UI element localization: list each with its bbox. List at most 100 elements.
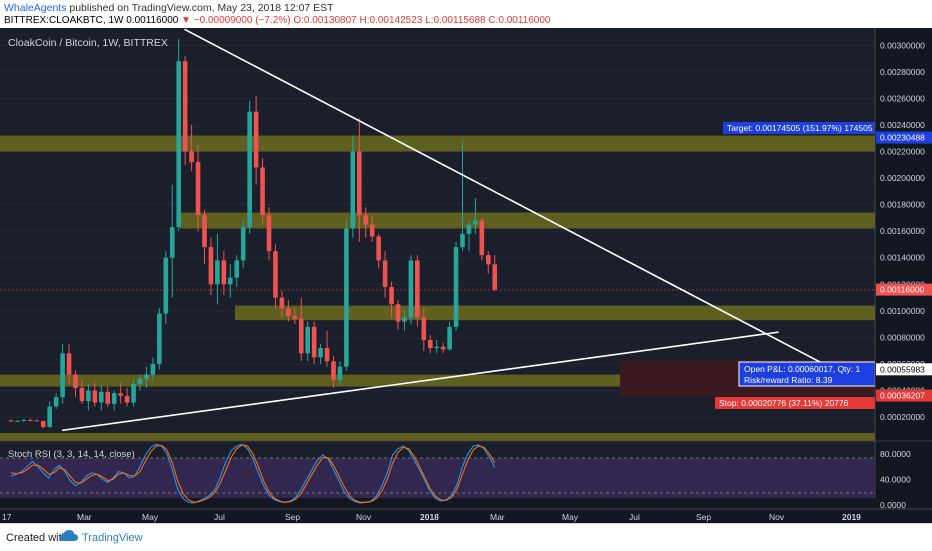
candle-body bbox=[124, 395, 130, 403]
candle-body bbox=[34, 420, 40, 422]
candle-body bbox=[318, 348, 323, 358]
trendline bbox=[184, 28, 825, 365]
candle-body bbox=[357, 151, 362, 216]
candle-body bbox=[453, 247, 459, 327]
zone-band bbox=[0, 374, 875, 387]
candle-body bbox=[331, 361, 336, 380]
candle-body bbox=[415, 260, 420, 318]
last-price: 0.00116000 bbox=[126, 15, 179, 26]
candle-body bbox=[228, 277, 233, 285]
entry-box[interactable]: Open P&L: 0.00060017, Qty: 1 Risk/reward… bbox=[738, 361, 876, 387]
y-tick-label: 0.00200000 bbox=[880, 173, 925, 183]
candle-body bbox=[66, 353, 72, 375]
candle-body bbox=[389, 286, 394, 305]
candle-body bbox=[40, 421, 46, 428]
price-labels: 0.00230488 0.00116000 0.00055983 0.00036207 bbox=[876, 131, 932, 402]
candle-body bbox=[473, 220, 478, 225]
candle-body bbox=[73, 374, 78, 388]
author-link[interactable]: WhaleAgents bbox=[4, 2, 67, 14]
high-value: H:0.00142523 bbox=[359, 15, 423, 26]
x-tick-label: Sep bbox=[696, 512, 711, 522]
candle-body bbox=[137, 378, 143, 384]
low-value: L:0.00115688 bbox=[425, 15, 486, 26]
candle-body bbox=[292, 316, 298, 319]
candle-body bbox=[195, 162, 201, 216]
candle-body bbox=[163, 257, 169, 314]
candle-body bbox=[266, 215, 272, 252]
candle-body bbox=[28, 420, 33, 422]
candle-body bbox=[53, 397, 59, 407]
open-value: O:0.00130807 bbox=[293, 15, 357, 26]
x-tick-label: Sep bbox=[285, 512, 300, 522]
x-tick-label: Mar bbox=[77, 512, 92, 522]
candle-body bbox=[221, 260, 227, 285]
candle-body bbox=[182, 61, 188, 152]
last-price-label-bg bbox=[876, 283, 932, 296]
candle-body bbox=[337, 366, 343, 380]
candle-body bbox=[305, 326, 310, 354]
candle-body bbox=[376, 236, 381, 261]
x-tick-label: Jul bbox=[629, 512, 640, 522]
candle-body bbox=[492, 264, 498, 290]
y-tick-label: 0.00240000 bbox=[880, 120, 925, 130]
candle-body bbox=[402, 317, 407, 322]
change-value: ▼ −0.00009000 (−7.2%) bbox=[181, 15, 291, 26]
candle-body bbox=[324, 348, 330, 362]
candle-body bbox=[118, 393, 123, 396]
symbol-line: BITTREX:CLOAKBTC, 1W bbox=[4, 15, 124, 26]
price-axis[interactable] bbox=[875, 28, 932, 523]
y-tick-label: 0.00180000 bbox=[880, 200, 925, 210]
time-axis[interactable]: 17 Mar May Jul Sep Nov 2018 Mar May Jul Sep Nov 2019 bbox=[0, 508, 932, 522]
candle-body bbox=[8, 420, 14, 422]
candle-body bbox=[99, 391, 104, 403]
zone-band bbox=[180, 212, 875, 229]
ratio-text: Risk/reward Ratio: 8.39 bbox=[744, 375, 833, 385]
candle-body bbox=[486, 255, 491, 265]
trendline bbox=[61, 331, 779, 432]
candles-group bbox=[8, 38, 498, 429]
y-tick-label: 0.00020000 bbox=[880, 412, 925, 422]
y-tick-label: 0.00080000 bbox=[880, 332, 925, 342]
x-tick-label: Mar bbox=[490, 512, 505, 522]
candle-body bbox=[466, 224, 472, 234]
stop-text: Stop: 0.00020776 (37.11%) 20776 bbox=[719, 398, 849, 408]
target-box[interactable]: Target: 0.00174505 (151.97%) 174505 bbox=[723, 122, 875, 134]
chart-area[interactable]: CloakCoin / Bitcoin, 1W, BITTREX Target:… bbox=[0, 28, 932, 523]
close-value: C:0.00116000 bbox=[488, 15, 551, 26]
chart-svg[interactable]: CloakCoin / Bitcoin, 1W, BITTREX Target:… bbox=[0, 28, 932, 523]
trendlines bbox=[61, 28, 825, 432]
candle-body bbox=[92, 390, 98, 403]
y-tick-label: 0.00160000 bbox=[880, 226, 925, 236]
candle-body bbox=[479, 220, 485, 256]
tradingview-link[interactable]: TradingView bbox=[82, 532, 143, 544]
candle-body bbox=[434, 346, 439, 349]
zone-band bbox=[0, 433, 875, 441]
stoch-rsi-panel: Stoch RSI (3, 3, 14, 14, close) 80.0000 4… bbox=[0, 440, 932, 510]
candle-body bbox=[279, 297, 285, 309]
candle-body bbox=[202, 215, 207, 248]
candle-body bbox=[157, 313, 162, 364]
candle-body bbox=[253, 111, 259, 168]
x-tick-label: Nov bbox=[356, 512, 372, 522]
stop-price-label: 0.00036207 bbox=[880, 391, 925, 401]
x-tick-label: 17 bbox=[2, 512, 12, 522]
candle-body bbox=[247, 111, 252, 228]
publish-header: WhaleAgents published on TradingView.com… bbox=[0, 0, 932, 28]
y-tick-label: 0.00220000 bbox=[880, 147, 925, 157]
footer: Created with TradingView bbox=[0, 523, 932, 551]
candle-body bbox=[79, 387, 85, 402]
candle-body bbox=[144, 374, 149, 379]
stoch-k-line bbox=[10, 443, 496, 504]
candle-body bbox=[150, 363, 156, 375]
change-text: −0.00009000 (−7.2%) bbox=[193, 15, 291, 26]
x-tick-label: May bbox=[142, 512, 159, 522]
y-tick-label: 0.00300000 bbox=[880, 40, 925, 50]
zone-band bbox=[0, 135, 875, 152]
candle-body bbox=[47, 406, 52, 428]
entry-text: Open P&L: 0.00060017, Qty: 1 bbox=[744, 364, 861, 374]
candle-body bbox=[421, 317, 427, 341]
stop-box[interactable]: Stop: 0.00020776 (37.11%) 20776 bbox=[715, 397, 875, 409]
entry-box-bg bbox=[738, 361, 876, 387]
tradingview-cloud-icon bbox=[60, 530, 78, 541]
candle-body bbox=[363, 215, 369, 225]
